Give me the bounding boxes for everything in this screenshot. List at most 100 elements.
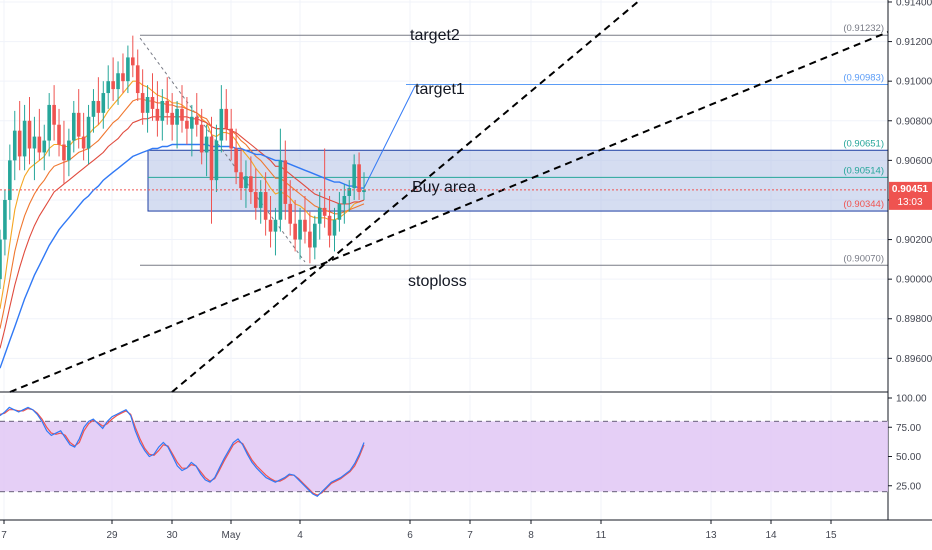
candle-body[interactable] (150, 97, 155, 109)
buy-area-bottom-value-label: (0.90344) (843, 199, 884, 210)
candle-body[interactable] (209, 136, 214, 181)
candle-body[interactable] (121, 73, 125, 82)
candle-body[interactable] (42, 140, 47, 153)
candle-body[interactable] (214, 140, 219, 181)
candle-body[interactable] (22, 120, 27, 157)
candle-body[interactable] (165, 100, 170, 113)
price-tick-label: 0.90800 (896, 116, 932, 127)
candle-body[interactable] (32, 136, 37, 149)
price-axis-panel[interactable] (888, 0, 932, 520)
oscillator-tick-label: 50.00 (896, 452, 921, 463)
candle-body[interactable] (263, 192, 268, 220)
stoploss-value-label: (0.90070) (843, 253, 884, 264)
candle-body[interactable] (131, 57, 135, 66)
candle-body[interactable] (190, 116, 194, 129)
target1-projection-line[interactable] (363, 85, 416, 189)
candle-body[interactable] (347, 188, 352, 196)
buy-area-annotation[interactable]: Buy area (412, 179, 476, 196)
candle-body[interactable] (12, 130, 17, 161)
last-price-value: 0.90451 (892, 184, 929, 195)
candle-body[interactable] (283, 160, 288, 204)
candle-body[interactable] (258, 192, 263, 208)
candle-body[interactable] (244, 176, 248, 189)
candle-body[interactable] (71, 112, 76, 141)
price-tick-label: 0.90600 (896, 156, 932, 167)
candle-body[interactable] (145, 97, 150, 113)
candle-body[interactable] (101, 93, 106, 113)
oscillator-lines (0, 406, 365, 498)
candle-body[interactable] (303, 219, 307, 232)
candle-body[interactable] (229, 128, 233, 149)
candle-body[interactable] (317, 207, 322, 224)
candle-body[interactable] (170, 112, 174, 125)
candle-body[interactable] (8, 160, 12, 200)
candle-body[interactable] (86, 116, 91, 149)
candle-body[interactable] (155, 108, 160, 121)
candle-body[interactable] (126, 57, 130, 82)
candle-body[interactable] (308, 231, 312, 248)
candle-body[interactable] (67, 140, 71, 161)
candle-body[interactable] (234, 148, 238, 173)
candle-body[interactable] (37, 136, 42, 153)
candle-body[interactable] (160, 100, 165, 121)
time-tick-label: 7 (467, 530, 473, 541)
candle-body[interactable] (337, 203, 342, 220)
last-price-countdown: 13:03 (897, 197, 922, 208)
candle-body[interactable] (111, 81, 115, 90)
candle-body[interactable] (17, 130, 22, 157)
candle-body[interactable] (219, 108, 224, 141)
candle-body[interactable] (199, 124, 204, 153)
candle-body[interactable] (135, 65, 140, 94)
candle-body[interactable] (47, 104, 51, 141)
candle-body[interactable] (313, 223, 317, 248)
candle-body[interactable] (293, 223, 297, 240)
candle-body[interactable] (253, 192, 258, 208)
price-tick-label: 0.89800 (896, 314, 932, 325)
buy-area-mid-value-label: (0.90514) (843, 165, 884, 176)
candle-body[interactable] (3, 199, 7, 240)
candle-body[interactable] (322, 207, 327, 216)
candle-body[interactable] (357, 164, 361, 193)
candle-body[interactable] (185, 120, 189, 129)
trendline-shallow[interactable] (9, 13, 932, 393)
target2-annotation[interactable]: target2 (410, 27, 460, 44)
candle-body[interactable] (106, 81, 111, 94)
price-tick-label: 0.91000 (896, 77, 932, 88)
candle-body[interactable] (140, 93, 145, 113)
candle-body[interactable] (81, 136, 86, 149)
candle-body[interactable] (62, 144, 66, 161)
candle-body[interactable] (362, 190, 366, 193)
candle-body[interactable] (175, 108, 179, 125)
candle-body[interactable] (52, 104, 56, 125)
candle-body[interactable] (116, 73, 120, 90)
candle-body[interactable] (249, 176, 253, 193)
candle-body[interactable] (91, 100, 96, 117)
candle-body[interactable] (224, 108, 229, 129)
candle-body[interactable] (288, 203, 293, 224)
candle-body[interactable] (352, 164, 356, 189)
candle-body[interactable] (57, 124, 61, 145)
candle-body[interactable] (268, 219, 273, 232)
time-tick-label: 15 (825, 530, 837, 541)
oscillator-k-line (0, 406, 365, 498)
candle-body[interactable] (239, 172, 243, 189)
candle-body[interactable] (204, 136, 209, 153)
candle-body[interactable] (273, 219, 278, 232)
time-tick-label: 8 (528, 530, 534, 541)
candle-body[interactable] (76, 112, 81, 137)
trendline-steep[interactable] (171, 0, 641, 393)
candle-body[interactable] (342, 196, 347, 204)
candle-body[interactable] (298, 219, 302, 240)
candle-body[interactable] (180, 108, 184, 121)
buy-area-box[interactable] (147, 149, 889, 212)
candle-body[interactable] (27, 120, 32, 149)
candle-body[interactable] (96, 100, 101, 113)
candle-body[interactable] (332, 219, 337, 236)
price-tick-label: 0.91400 (896, 0, 932, 8)
stoploss-annotation[interactable]: stoploss (408, 273, 467, 290)
candle-body[interactable] (327, 215, 332, 236)
candle-body[interactable] (0, 239, 2, 280)
candle-body[interactable] (194, 116, 199, 125)
target1-annotation[interactable]: target1 (415, 81, 465, 98)
